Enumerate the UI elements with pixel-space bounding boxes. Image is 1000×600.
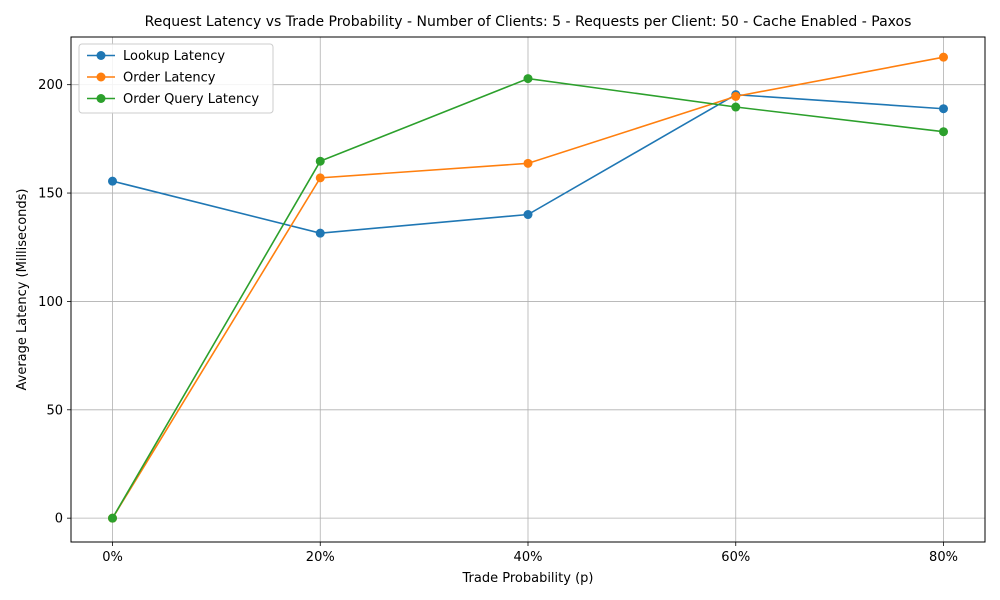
y-tick-label: 150 <box>38 187 63 202</box>
y-axis-label: Average Latency (Milliseconds) <box>15 189 30 391</box>
series-lines <box>108 52 948 523</box>
legend-swatch-marker <box>96 51 106 60</box>
legend-label: Order Latency <box>123 71 216 86</box>
data-point <box>731 91 741 101</box>
data-point <box>523 210 533 220</box>
legend-label: Lookup Latency <box>123 49 225 64</box>
data-point <box>939 127 948 137</box>
chart-title: Request Latency vs Trade Probability - N… <box>145 14 912 30</box>
x-tick-label: 60% <box>721 550 750 565</box>
y-tick-label: 200 <box>38 78 63 93</box>
legend-swatch-marker <box>96 94 106 103</box>
x-axis-ticks: 0% 20% 40% 60% 80% <box>102 542 958 565</box>
data-point <box>939 52 948 62</box>
data-point <box>315 156 325 166</box>
grid-lines <box>71 37 985 542</box>
legend-swatch-marker <box>96 72 106 82</box>
data-point <box>108 513 117 523</box>
y-tick-label: 0 <box>55 512 63 527</box>
legend-frame <box>78 43 274 114</box>
x-axis-label: Trade Probability (p) <box>462 571 594 586</box>
data-point <box>315 173 325 183</box>
x-tick-label: 0% <box>102 550 123 565</box>
y-tick-label: 100 <box>38 295 63 310</box>
plot-frame <box>70 36 986 543</box>
data-point <box>315 228 325 238</box>
data-point <box>108 176 117 186</box>
x-tick-label: 20% <box>306 550 335 565</box>
data-point <box>731 102 741 112</box>
x-tick-label: 40% <box>514 550 543 565</box>
y-axis-ticks: 0 50 100 150 200 <box>38 78 71 527</box>
legend-label: Order Query Latency <box>123 92 259 107</box>
x-tick-label: 80% <box>929 550 958 565</box>
data-point <box>939 104 948 114</box>
data-point <box>523 158 533 168</box>
legend: Lookup Latency Order Latency Order Query L… <box>78 43 274 114</box>
y-tick-label: 50 <box>46 403 63 418</box>
data-point <box>523 74 533 84</box>
